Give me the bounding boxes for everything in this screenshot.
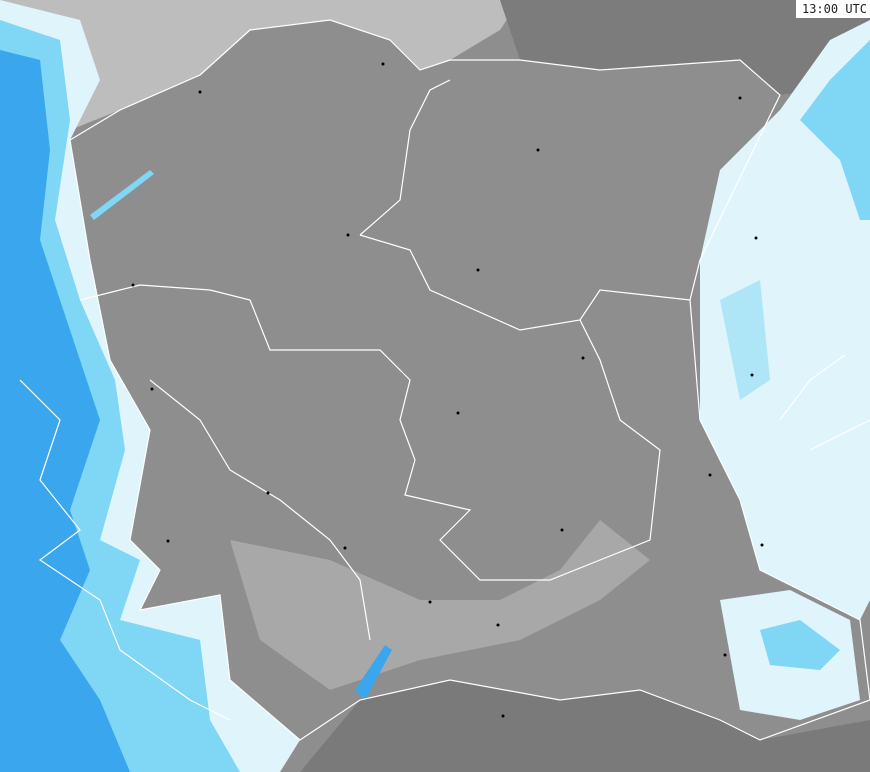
precip-cell-south	[355, 645, 392, 700]
region-border-3	[79, 284, 661, 581]
precip-east-light	[700, 20, 870, 620]
precip-streak-northwest	[90, 170, 154, 220]
baltic-sea	[0, 0, 520, 130]
city-markers	[131, 62, 764, 718]
borders	[19, 19, 870, 741]
precip-northeast	[800, 40, 870, 220]
river-east	[779, 354, 846, 421]
precip-west-heavy	[0, 50, 130, 772]
timestamp-label: 13:00 UTC	[795, 0, 870, 18]
region-border-1	[359, 79, 451, 236]
precip-east-medium-2	[720, 280, 770, 400]
dark-region-south	[300, 680, 870, 772]
dark-region-northeast	[500, 0, 870, 95]
precip-south-patches	[230, 520, 650, 690]
precip-east-medium	[760, 620, 840, 670]
river-east-2	[809, 419, 870, 451]
poland-border	[69, 19, 870, 741]
river-west	[19, 379, 231, 721]
region-border-2	[359, 234, 691, 331]
region-border-4	[149, 379, 371, 641]
